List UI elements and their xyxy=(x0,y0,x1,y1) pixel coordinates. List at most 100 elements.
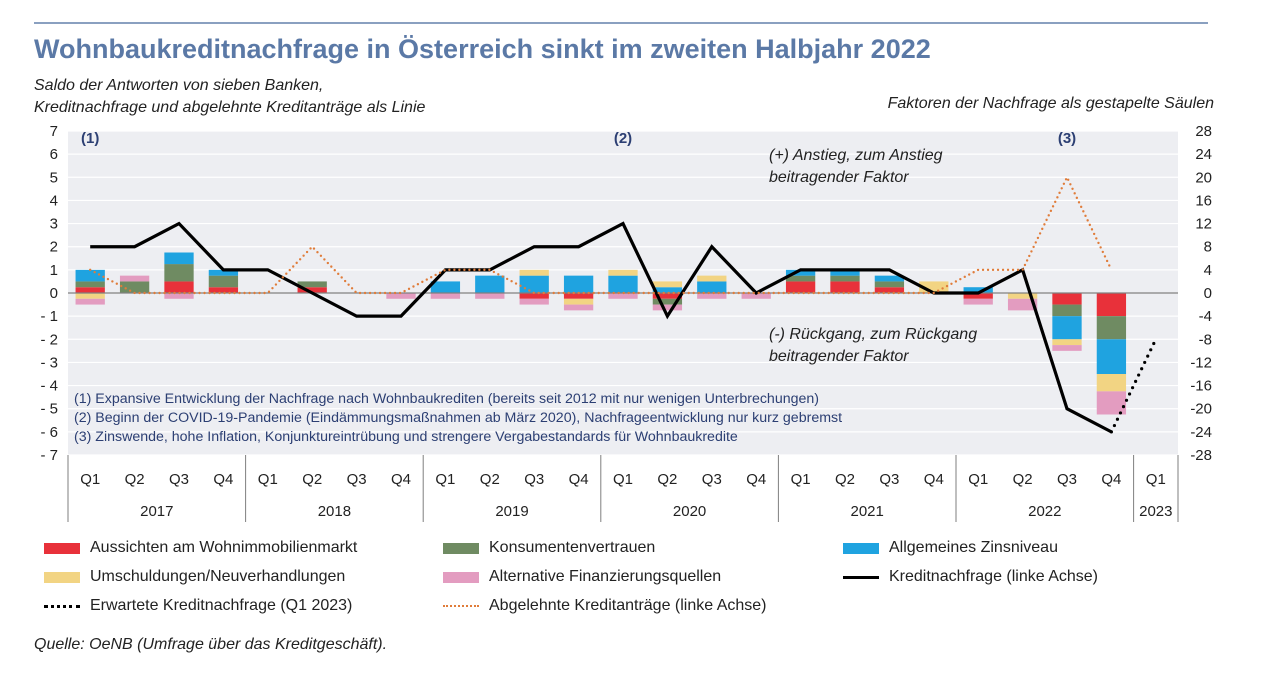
bar-segment-alternative xyxy=(475,293,505,299)
increase-annotation: (+) Anstieg, zum Anstieg xyxy=(769,147,943,164)
bar-segment-alternative xyxy=(430,293,461,299)
phase-note: (1) Expansive Entwicklung der Nachfrage … xyxy=(74,391,819,407)
legend-swatch xyxy=(44,542,80,554)
right-axis-tick-label: -24 xyxy=(1190,424,1212,441)
bar-segment-konsumenten xyxy=(119,281,150,293)
right-axis-tick-label: -20 xyxy=(1190,401,1212,418)
bar-segment-umschuldungen xyxy=(1007,293,1038,299)
bar-segment-aussichten xyxy=(208,287,239,293)
bar-segment-zinsniveau xyxy=(164,252,194,265)
bar-segment-konsumenten xyxy=(208,275,239,288)
bar-segment-alternative xyxy=(697,293,727,299)
bar-segment-umschuldungen xyxy=(652,281,683,288)
right-axis-tick-label: -12 xyxy=(1190,354,1212,371)
bar-segment-zinsniveau xyxy=(830,269,860,276)
quarter-tick-label: Q1 xyxy=(968,471,988,488)
decrease-annotation: beitragender Faktor xyxy=(769,348,909,365)
bar-segment-aussichten xyxy=(519,293,549,299)
bar-segment-zinsniveau xyxy=(519,275,549,293)
bar-segment-umschuldungen xyxy=(608,269,638,276)
bar-segment-zinsniveau xyxy=(1052,316,1082,340)
bar-segment-konsumenten xyxy=(874,281,905,288)
legend-item-aussichten: Aussichten am Wohnimmobilienmarkt xyxy=(44,537,357,559)
left-axis-tick-label: - 3 xyxy=(40,354,58,371)
bar-segment-alternative xyxy=(652,304,683,311)
bar-segment-alternative xyxy=(1096,391,1127,415)
right-axis-tick-label: 0 xyxy=(1204,285,1212,302)
bar-segment-umschuldungen xyxy=(75,293,105,299)
bar-segment-konsumenten xyxy=(164,264,194,282)
legend-swatch xyxy=(443,542,479,554)
bar-segment-konsumenten xyxy=(830,275,860,282)
right-axis-tick-label: 12 xyxy=(1195,216,1212,233)
right-axis-tick-label: 8 xyxy=(1204,239,1212,256)
legend-label: Umschuldungen/Neuverhandlungen xyxy=(90,568,346,585)
bar-segment-zinsniveau xyxy=(874,275,905,282)
bar-segment-zinsniveau xyxy=(697,281,727,293)
left-axis-tick-label: 3 xyxy=(50,216,58,233)
phase-note: (2) Beginn der COVID-19-Pandemie (Eindäm… xyxy=(74,410,842,426)
left-axis-tick-label: - 7 xyxy=(40,447,58,464)
quarter-tick-label: Q4 xyxy=(569,471,589,488)
bar-segment-zinsniveau xyxy=(563,275,594,293)
bar-segment-aussichten xyxy=(874,287,905,293)
phase-marker: (1) xyxy=(81,130,99,147)
bar-segment-aussichten xyxy=(75,287,105,293)
quarter-tick-label: Q1 xyxy=(80,471,100,488)
quarter-tick-label: Q3 xyxy=(169,471,189,488)
bar-segment-zinsniveau xyxy=(963,287,993,293)
legend-item-abgelehnte: Abgelehnte Kreditanträge (linke Achse) xyxy=(443,595,767,617)
left-axis-tick-label: 0 xyxy=(50,285,58,302)
bar-segment-aussichten xyxy=(297,287,327,293)
bar-segment-konsumenten xyxy=(75,281,105,288)
bar-segment-alternative xyxy=(741,293,771,299)
legend-label: Abgelehnte Kreditanträge (linke Achse) xyxy=(489,597,767,614)
year-label: 2019 xyxy=(495,503,528,520)
decrease-annotation: (-) Rückgang, zum Rückgang xyxy=(769,326,977,343)
bar-segment-umschuldungen xyxy=(519,269,549,276)
subtitle-left-line-1: Saldo der Antworten von sieben Banken, xyxy=(34,77,324,94)
legend-label: Allgemeines Zinsniveau xyxy=(889,539,1058,556)
bar-segment-aussichten xyxy=(164,281,194,293)
bar-segment-alternative xyxy=(608,293,638,299)
right-axis-tick-label: 28 xyxy=(1195,123,1212,140)
quarter-tick-label: Q1 xyxy=(613,471,633,488)
bar-segment-aussichten xyxy=(785,281,816,293)
year-label: 2023 xyxy=(1139,503,1172,520)
legend-swatch xyxy=(843,542,879,554)
quarter-tick-label: Q3 xyxy=(702,471,722,488)
bar-segment-umschuldungen xyxy=(1096,374,1127,392)
year-label: 2020 xyxy=(673,503,706,520)
bar-segment-zinsniveau xyxy=(1096,339,1127,374)
quarter-tick-label: Q1 xyxy=(258,471,278,488)
quarter-tick-label: Q4 xyxy=(1101,471,1121,488)
bar-segment-alternative xyxy=(519,298,549,305)
quarter-tick-label: Q2 xyxy=(480,471,500,488)
bar-segment-aussichten xyxy=(830,281,860,293)
legend-swatch xyxy=(44,604,80,608)
phase-marker: (3) xyxy=(1058,130,1076,147)
line-series-abgelehnte xyxy=(88,174,1113,295)
quarter-tick-label: Q4 xyxy=(391,471,411,488)
legend-item-zinsniveau: Allgemeines Zinsniveau xyxy=(843,537,1058,559)
legend-item-konsumenten: Konsumentenvertrauen xyxy=(443,537,655,559)
year-label: 2021 xyxy=(851,503,884,520)
left-axis-tick-label: 6 xyxy=(50,146,58,163)
bar-segment-zinsniveau xyxy=(75,269,105,282)
quarter-tick-label: Q2 xyxy=(125,471,145,488)
increase-annotation: beitragender Faktor xyxy=(769,169,909,186)
left-axis-tick-label: 7 xyxy=(50,123,58,140)
quarter-tick-label: Q1 xyxy=(1146,471,1166,488)
legend-item-alternative: Alternative Finanzierungsquellen xyxy=(443,566,721,588)
bar-segment-zinsniveau xyxy=(208,269,239,276)
top-rule xyxy=(34,22,1208,24)
bar-segment-zinsniveau xyxy=(608,275,638,293)
phase-marker: (2) xyxy=(614,130,632,147)
left-axis-tick-label: 2 xyxy=(50,239,58,256)
line-series-kreditnachfrage xyxy=(90,221,1113,434)
left-axis-tick-label: - 6 xyxy=(40,424,58,441)
subtitle-left-line-2: Kreditnachfrage und abgelehnte Kreditant… xyxy=(34,99,426,116)
legend-label: Konsumentenvertrauen xyxy=(489,539,656,556)
bar-segment-alternative xyxy=(963,298,993,305)
